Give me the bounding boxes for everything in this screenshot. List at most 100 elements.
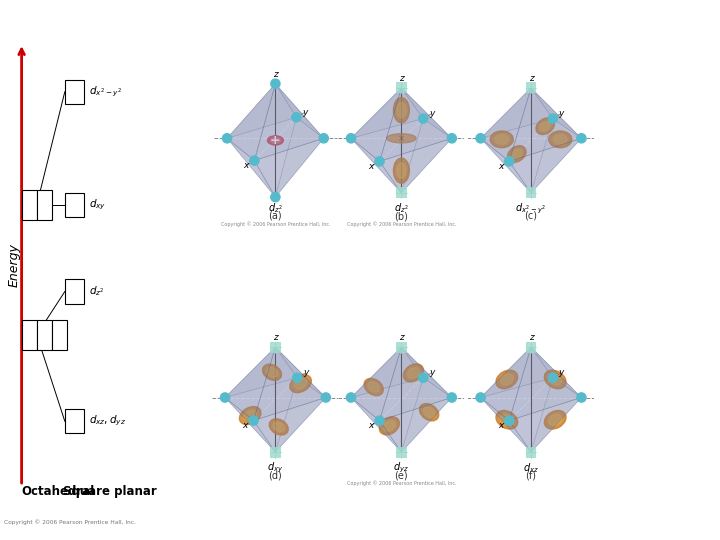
Text: x: x [243, 421, 248, 430]
Bar [65, 193, 84, 217]
Text: $d_{xy}$: $d_{xy}$ [89, 198, 106, 212]
Circle shape [249, 416, 258, 425]
Polygon shape [531, 347, 582, 397]
Ellipse shape [420, 403, 438, 421]
Polygon shape [254, 138, 324, 197]
Ellipse shape [270, 138, 281, 143]
Polygon shape [531, 88, 582, 138]
Circle shape [505, 157, 514, 166]
Ellipse shape [244, 410, 256, 421]
Polygon shape [227, 117, 297, 197]
Text: (f): (f) [526, 470, 536, 480]
Text: Copyright © 2006 Pearson Prentice Hall, Inc.: Copyright © 2006 Pearson Prentice Hall, … [4, 519, 136, 525]
Ellipse shape [496, 410, 518, 429]
Ellipse shape [294, 378, 307, 389]
Bar [22, 190, 37, 220]
Ellipse shape [267, 136, 284, 145]
Polygon shape [351, 88, 402, 161]
Polygon shape [275, 117, 324, 197]
Bar [270, 447, 281, 457]
Ellipse shape [408, 367, 420, 379]
Polygon shape [254, 84, 324, 160]
Text: x: x [369, 421, 374, 430]
Circle shape [418, 114, 428, 123]
Polygon shape [481, 88, 531, 161]
Bar [526, 342, 536, 353]
Circle shape [375, 416, 384, 425]
Polygon shape [227, 84, 297, 138]
Polygon shape [351, 397, 402, 452]
Bar [396, 342, 407, 353]
Polygon shape [351, 347, 423, 397]
Ellipse shape [495, 134, 509, 144]
Ellipse shape [549, 374, 562, 385]
Circle shape [292, 373, 302, 382]
Bar [65, 280, 84, 303]
Polygon shape [351, 119, 423, 193]
Ellipse shape [500, 374, 513, 385]
Polygon shape [402, 119, 452, 193]
Bar [65, 79, 84, 104]
Bar [65, 409, 84, 433]
Text: x: x [498, 162, 503, 171]
Polygon shape [225, 397, 275, 452]
Polygon shape [481, 397, 531, 452]
Bar [396, 187, 407, 198]
Polygon shape [227, 84, 275, 160]
Circle shape [505, 416, 514, 425]
Text: y: y [303, 368, 308, 377]
Polygon shape [275, 347, 325, 397]
Polygon shape [275, 84, 324, 138]
Bar [22, 320, 37, 350]
Circle shape [346, 134, 356, 143]
Circle shape [271, 192, 280, 202]
Polygon shape [481, 347, 553, 397]
Circle shape [476, 393, 485, 402]
Text: y: y [302, 108, 307, 117]
Ellipse shape [240, 407, 261, 424]
Text: z: z [273, 70, 278, 79]
Ellipse shape [511, 149, 523, 159]
Circle shape [222, 134, 232, 143]
Polygon shape [253, 347, 325, 421]
Text: z: z [399, 333, 404, 342]
Text: z: z [399, 74, 404, 83]
Polygon shape [225, 347, 275, 421]
Ellipse shape [544, 370, 566, 389]
Text: z: z [273, 333, 278, 342]
Text: (e): (e) [395, 470, 408, 480]
Circle shape [375, 157, 384, 166]
Text: y: y [429, 368, 434, 377]
Text: (d): (d) [269, 470, 282, 480]
Polygon shape [402, 88, 452, 138]
Polygon shape [379, 88, 452, 161]
Bar [526, 187, 536, 198]
Polygon shape [351, 88, 423, 138]
Text: x: x [369, 162, 374, 171]
Polygon shape [275, 378, 325, 452]
Ellipse shape [549, 131, 572, 148]
Circle shape [548, 373, 557, 382]
Text: Copyright © 2006 Pearson Prentice Hall, Inc.: Copyright © 2006 Pearson Prentice Hall, … [346, 481, 456, 487]
Ellipse shape [508, 146, 526, 163]
Ellipse shape [387, 134, 416, 143]
Text: $d_{x^2-y^2}$: $d_{x^2-y^2}$ [89, 85, 122, 99]
Circle shape [321, 393, 330, 402]
Text: $d_{z^2}$: $d_{z^2}$ [268, 201, 283, 215]
Ellipse shape [379, 417, 400, 435]
Bar [270, 342, 281, 353]
Ellipse shape [496, 370, 518, 389]
Bar [526, 447, 536, 457]
Text: z: z [528, 74, 534, 83]
Bar [396, 447, 407, 457]
Ellipse shape [397, 103, 406, 118]
Polygon shape [379, 138, 452, 193]
Text: $d_{xz}$: $d_{xz}$ [523, 461, 539, 475]
Polygon shape [379, 347, 452, 421]
Ellipse shape [368, 382, 379, 392]
Polygon shape [481, 347, 531, 421]
Text: Copyright © 2006 Pearson Prentice Hall, Inc.: Copyright © 2006 Pearson Prentice Hall, … [220, 221, 330, 227]
Ellipse shape [549, 414, 562, 426]
Polygon shape [509, 88, 582, 161]
Text: (c): (c) [524, 211, 538, 221]
